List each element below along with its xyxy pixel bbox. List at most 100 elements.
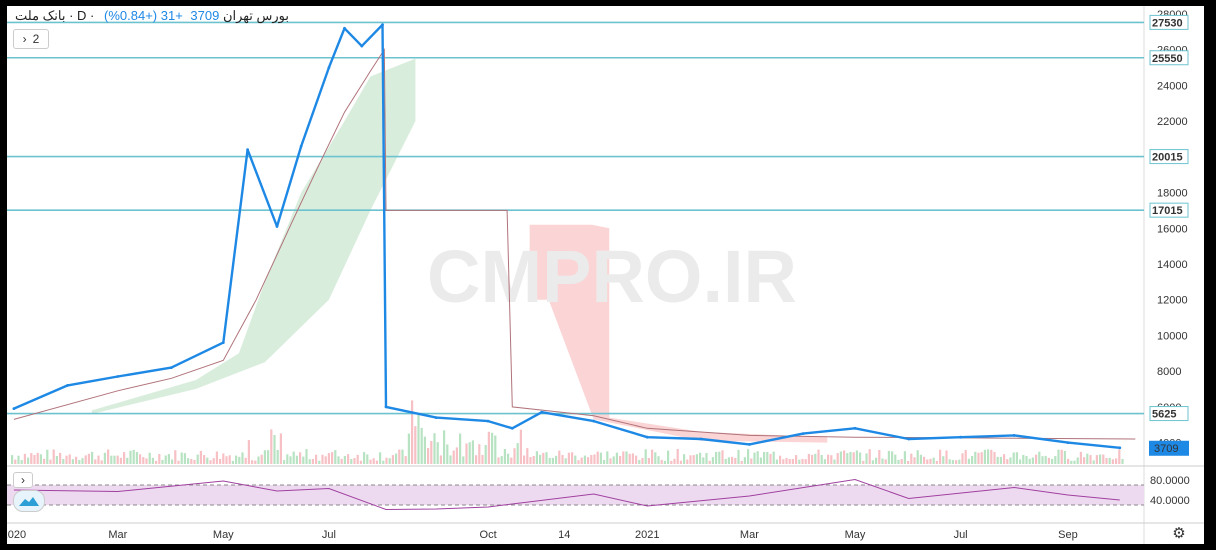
volume-bar <box>571 452 574 464</box>
volume-bar <box>62 459 65 464</box>
volume-bar <box>641 458 644 464</box>
volume-bar <box>1092 460 1095 464</box>
volume-bar <box>753 452 756 464</box>
rsi-expand-button[interactable]: › <box>13 472 33 488</box>
volume-bar <box>286 454 289 464</box>
cloud-logo-icon <box>19 497 39 506</box>
volume-bar <box>295 455 298 464</box>
price-point <box>384 405 388 409</box>
price-axis-tick: 12000 <box>1157 295 1188 307</box>
volume-bar <box>689 455 692 464</box>
level-label-box <box>1149 50 1189 66</box>
volume-bar <box>449 455 452 464</box>
volume-bar <box>1022 454 1025 464</box>
volume-bar <box>647 458 650 464</box>
volume-bar <box>36 452 39 464</box>
volume-bar <box>971 456 974 464</box>
indicators-toggle-button[interactable]: › 2 <box>13 29 49 49</box>
volume-bar <box>791 459 794 464</box>
volume-bar <box>897 459 900 464</box>
volume-bar <box>699 452 702 464</box>
price-point <box>540 410 544 414</box>
volume-bar <box>235 455 238 464</box>
volume-bar <box>795 455 798 464</box>
time-axis-tick: Oct <box>480 529 497 541</box>
volume-bar <box>932 457 935 464</box>
volume-bar <box>948 459 951 464</box>
volume-bar <box>532 456 535 464</box>
volume-bar <box>459 433 462 464</box>
price-axis-tick: 18000 <box>1157 188 1188 200</box>
price-point <box>645 435 649 439</box>
volume-bar <box>113 455 116 464</box>
volume-bar <box>929 458 932 464</box>
chart-frame: CMPRO.IR28000260002400022000200001800016… <box>7 6 1204 544</box>
volume-bar <box>657 456 660 464</box>
volume-bar <box>1083 457 1086 464</box>
volume-bar <box>695 454 698 464</box>
volume-bar <box>417 414 420 464</box>
chart-canvas[interactable]: CMPRO.IR28000260002400022000200001800016… <box>7 6 1204 544</box>
volume-bar <box>167 454 170 464</box>
volume-bar <box>1095 455 1098 464</box>
volume-bar <box>279 433 282 464</box>
chevron-right-icon: › <box>21 473 25 487</box>
volume-bar <box>839 451 842 464</box>
volume-bar <box>855 450 858 464</box>
volume-bar <box>878 450 881 464</box>
volume-bar <box>1035 454 1038 464</box>
volume-bar <box>375 460 378 464</box>
volume-bar <box>1076 457 1079 464</box>
volume-bar <box>116 455 119 464</box>
volume-bar <box>907 461 910 464</box>
moving-average-line <box>13 48 1136 440</box>
volume-bar <box>801 458 804 464</box>
volume-bar <box>1057 449 1060 464</box>
volume-bar <box>510 457 513 464</box>
volume-bar <box>651 449 654 464</box>
volume-bar <box>119 457 122 464</box>
volume-bar <box>263 450 266 464</box>
volume-bar <box>171 459 174 464</box>
volume-bar <box>420 427 423 464</box>
volume-bar <box>190 459 193 464</box>
volume-bar <box>750 458 753 464</box>
volume-bar <box>590 455 593 464</box>
volume-bar <box>881 458 884 464</box>
volume-bar <box>209 460 212 464</box>
volume-bar <box>334 450 337 464</box>
volume-bar <box>33 455 36 464</box>
price-point <box>748 443 751 446</box>
volume-bar <box>49 459 52 464</box>
price-line <box>13 23 1120 449</box>
price-point <box>699 437 703 441</box>
price-axis-tick: 22000 <box>1157 116 1188 128</box>
volume-bar <box>868 449 871 464</box>
volume-bar <box>564 458 567 464</box>
volume-bar <box>1025 456 1028 464</box>
volume-bar <box>1047 457 1050 464</box>
price-axis-tick: 16000 <box>1157 223 1188 235</box>
settings-gear-icon[interactable]: ⚙ <box>1170 525 1188 542</box>
volume-bar <box>503 449 506 464</box>
volume-bar <box>103 452 106 464</box>
volume-bar <box>798 459 801 464</box>
volume-bar <box>331 452 334 464</box>
volume-bar <box>788 459 791 464</box>
volume-bar <box>593 454 596 464</box>
volume-bar <box>158 454 161 464</box>
volume-bar <box>1079 451 1082 464</box>
volume-bar <box>1118 449 1121 464</box>
volume-bar <box>174 450 177 464</box>
volume-bar <box>225 456 228 464</box>
volume-bar <box>967 458 970 464</box>
volume-bar <box>718 451 721 464</box>
volume-bar <box>724 458 727 464</box>
volume-bar <box>270 429 273 464</box>
volume-bar <box>865 453 868 464</box>
volume-bar <box>875 457 878 464</box>
volume-bar <box>219 459 222 464</box>
price-axis-tick: 24000 <box>1157 80 1188 92</box>
logo-button[interactable] <box>13 490 45 512</box>
volume-bar <box>487 431 490 464</box>
